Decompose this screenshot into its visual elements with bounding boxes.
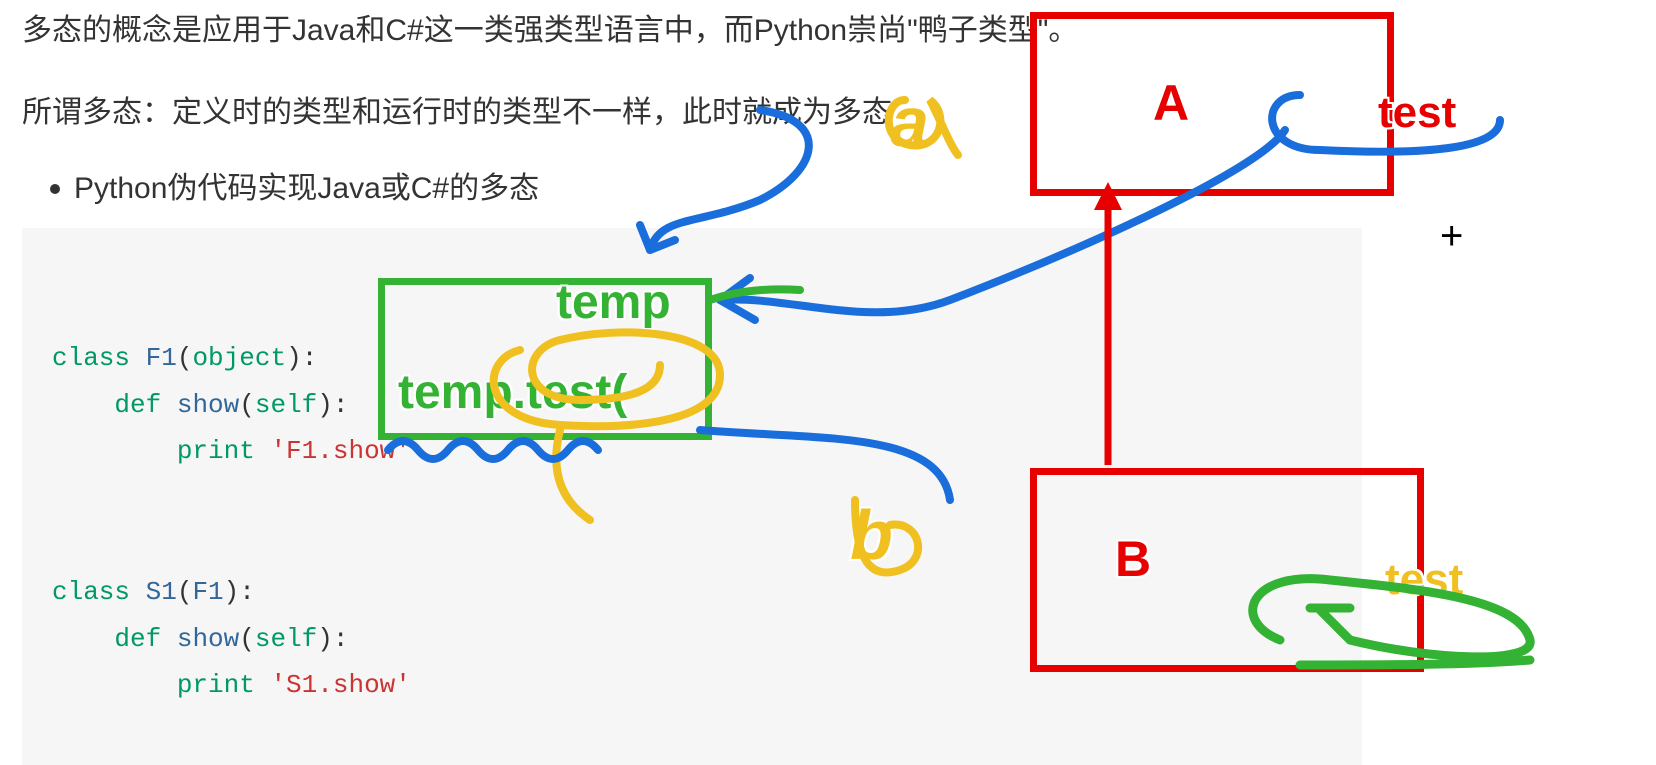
paren-open: ( [177, 343, 193, 373]
paragraph-2: 所谓多态：定义时的类型和运行时的类型不一样，此时就成为多态 [22, 92, 892, 134]
kw-def: def [114, 390, 161, 420]
annotation-a-test-label: test [1378, 88, 1456, 138]
annotation-b-test-label: test [1385, 555, 1463, 605]
annotation-box-a [1030, 12, 1394, 196]
fn-show: show [177, 390, 239, 420]
builtin-self: self [255, 390, 317, 420]
paren-close-3: ) [224, 577, 240, 607]
cursor-plus-icon: + [1440, 214, 1463, 259]
paren-close-4: ) [317, 624, 333, 654]
annotation-b-label: B [1115, 530, 1151, 588]
bullet-text: Python伪代码实现Java或C#的多态 [74, 168, 539, 210]
paren-close: ) [286, 343, 302, 373]
builtin-self-2: self [255, 624, 317, 654]
kw-print: print [177, 436, 255, 466]
clsname-f1: F1 [146, 343, 177, 373]
paren-open-3: ( [177, 577, 193, 607]
builtin-object: object [192, 343, 286, 373]
annotation-temp-label: temp [556, 275, 671, 330]
bullet-item: Python伪代码实现Java或C#的多态 [50, 168, 539, 210]
str-f1show: 'F1.show' [270, 436, 410, 466]
clsname-f1-2: F1 [192, 577, 223, 607]
paren-open-4: ( [239, 624, 255, 654]
colon-2: : [333, 390, 349, 420]
paren-close-2: ) [317, 390, 333, 420]
kw-print-2: print [177, 670, 255, 700]
clsname-s1: S1 [146, 577, 177, 607]
fn-show-2: show [177, 624, 239, 654]
bullet-dot-icon [50, 184, 60, 194]
annotation-temp-test-label: temp.test( [398, 365, 627, 420]
str-s1show: 'S1.show' [270, 670, 410, 700]
kw-def-2: def [114, 624, 161, 654]
hand-letter-b: b [850, 495, 893, 575]
paragraph-1: 多态的概念是应用于Java和C#这一类强类型语言中，而Python崇尚"鸭子类型… [22, 10, 1078, 52]
hand-letter-a: a [890, 82, 929, 162]
annotation-box-b [1030, 468, 1424, 672]
annotation-a-label: A [1153, 74, 1189, 132]
colon: : [302, 343, 318, 373]
colon-4: : [333, 624, 349, 654]
kw-class: class [52, 343, 130, 373]
kw-class-2: class [52, 577, 130, 607]
colon-3: : [239, 577, 255, 607]
paren-open-2: ( [239, 390, 255, 420]
